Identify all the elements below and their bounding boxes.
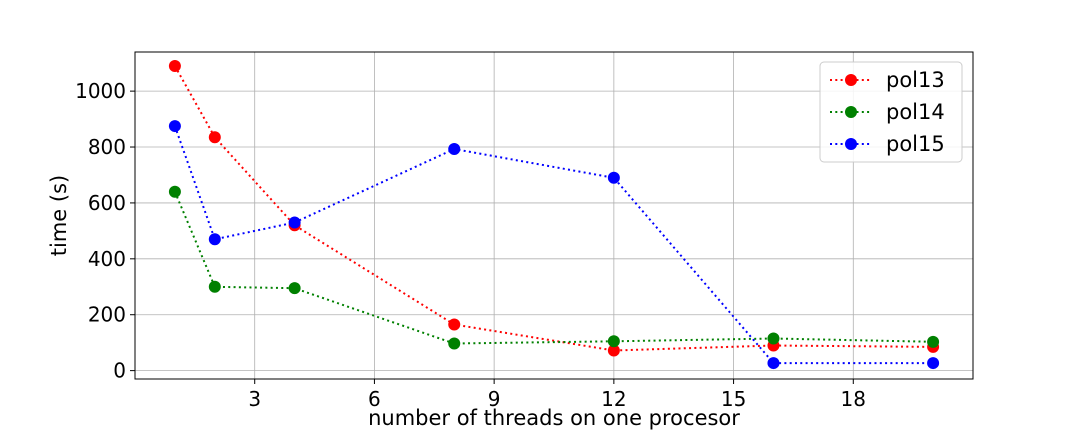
legend-item-pol15: pol15 bbox=[830, 132, 945, 156]
data-point bbox=[927, 335, 940, 348]
axis-ticks: 3 6 9 12 15 18 0 200 400 600 800 1000 bbox=[75, 79, 866, 411]
y-tick-label: 800 bbox=[88, 135, 126, 159]
data-point bbox=[168, 59, 181, 72]
plot-frame bbox=[134, 51, 974, 380]
legend-marker bbox=[845, 74, 857, 86]
x-tick-label: 15 bbox=[721, 387, 746, 411]
data-point bbox=[927, 357, 940, 370]
data-point bbox=[448, 318, 461, 331]
data-point bbox=[607, 171, 620, 184]
legend-marker bbox=[845, 106, 857, 118]
series-pol15 bbox=[168, 120, 940, 370]
data-point bbox=[607, 335, 620, 348]
data-point bbox=[607, 344, 620, 357]
legend: pol13 pol14 pol15 bbox=[819, 61, 963, 163]
data-point bbox=[767, 332, 780, 345]
x-tick-label: 3 bbox=[248, 387, 261, 411]
data-point bbox=[168, 185, 181, 198]
data-point bbox=[448, 337, 461, 350]
series-line bbox=[173, 191, 934, 345]
y-axis-label: time (s) bbox=[47, 175, 71, 256]
y-tick-label: 600 bbox=[88, 191, 126, 215]
legend-item-pol13: pol13 bbox=[830, 68, 945, 92]
y-tick-label: 400 bbox=[88, 247, 126, 271]
series-layer bbox=[168, 59, 940, 370]
data-point bbox=[448, 142, 461, 155]
y-tick-label: 1000 bbox=[75, 79, 126, 103]
legend-marker bbox=[845, 138, 857, 150]
data-point bbox=[767, 357, 780, 370]
legend-item-pol14: pol14 bbox=[830, 100, 945, 124]
x-tick-label: 12 bbox=[601, 387, 626, 411]
series-pol14 bbox=[168, 185, 940, 350]
legend-frame bbox=[819, 61, 963, 163]
data-point bbox=[208, 233, 221, 246]
data-point bbox=[288, 282, 301, 295]
data-point bbox=[288, 216, 301, 229]
x-tick-label: 18 bbox=[841, 387, 866, 411]
x-tick-label: 6 bbox=[368, 387, 381, 411]
data-point bbox=[208, 280, 221, 293]
data-point bbox=[168, 120, 181, 133]
legend-label: pol15 bbox=[886, 132, 945, 156]
series-line bbox=[174, 65, 934, 352]
legend-label: pol13 bbox=[886, 68, 945, 92]
y-tick-label: 200 bbox=[88, 303, 126, 327]
x-tick-label: 9 bbox=[488, 387, 501, 411]
series-line bbox=[173, 125, 934, 365]
legend-label: pol14 bbox=[886, 100, 945, 124]
x-axis-label: number of threads on one procesor bbox=[368, 406, 740, 430]
data-point bbox=[208, 131, 221, 144]
y-tick-label: 0 bbox=[113, 359, 126, 383]
